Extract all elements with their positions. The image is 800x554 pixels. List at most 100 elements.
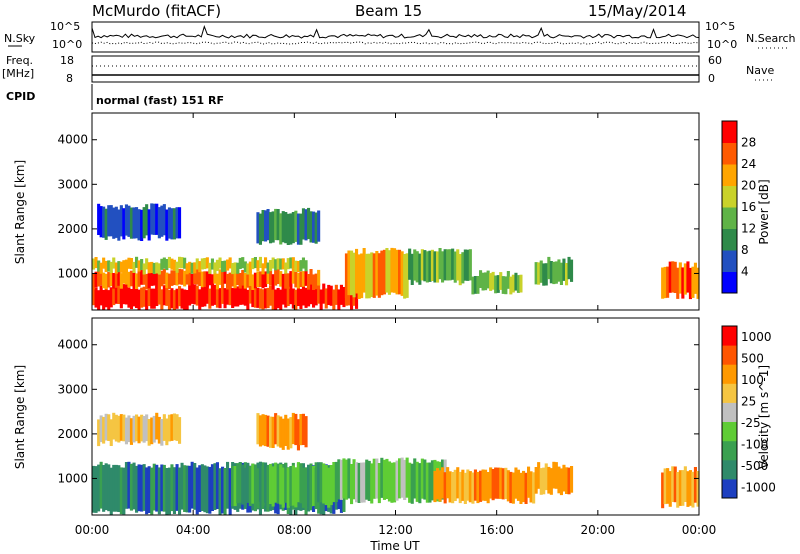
- power-cell: [304, 209, 308, 241]
- cpid-value: normal (fast) 151 RF: [96, 94, 224, 107]
- power-cell: [170, 208, 174, 240]
- colorbar-swatch: [722, 402, 737, 422]
- power-cell: [266, 268, 270, 284]
- velocity-cell: [170, 414, 174, 441]
- velocity-cell: [124, 417, 128, 445]
- colorbar-tick-label: 8: [741, 243, 749, 257]
- velocity-cell: [312, 465, 316, 506]
- velocity-cell: [117, 415, 121, 443]
- velocity-cell: [562, 464, 566, 492]
- power-cell: [385, 248, 389, 293]
- power-cell: [132, 207, 136, 239]
- power-cell: [140, 269, 144, 285]
- velocity-cell: [274, 462, 278, 503]
- velocity-cell: [691, 471, 695, 508]
- x-tick-label: 04:00: [176, 523, 211, 537]
- velocity-cell: [160, 464, 164, 512]
- power-cell: [157, 263, 161, 275]
- power-cell: [203, 286, 207, 307]
- colorbar-tick-label: 4: [741, 265, 749, 279]
- power-cell: [307, 207, 311, 240]
- power-cell: [347, 250, 351, 296]
- velocity-cell: [200, 464, 204, 511]
- power-cell: [337, 289, 341, 310]
- velocity-echo-region: [661, 466, 700, 509]
- velocity-cell: [494, 467, 498, 499]
- power-cell: [210, 285, 214, 306]
- power-cell: [157, 207, 161, 239]
- colorbar-swatch: [722, 478, 737, 499]
- power-echo-region: [471, 270, 523, 295]
- power-cell: [291, 288, 295, 309]
- power-cell: [557, 259, 561, 282]
- velocity-cell: [99, 461, 103, 509]
- velocity-cell: [112, 412, 116, 440]
- power-cell: [266, 209, 270, 241]
- colorbar-tick-label: 20: [741, 179, 756, 193]
- velocity-cell: [486, 472, 490, 504]
- power-cell: [243, 273, 247, 289]
- y-tick-label: 2000: [57, 222, 88, 236]
- velocity-cell: [135, 465, 139, 513]
- colorbar-swatch: [722, 271, 737, 294]
- velocity-cell: [129, 418, 133, 445]
- velocity-cell: [413, 458, 417, 499]
- power-cell: [145, 258, 149, 270]
- velocity-cell: [180, 462, 184, 510]
- velocity-cell: [509, 471, 513, 504]
- colorbar-frame: [721, 325, 738, 499]
- velocity-cell: [547, 466, 551, 494]
- colorbar-swatch: [722, 440, 737, 461]
- power-cell: [238, 284, 242, 305]
- power-cell: [94, 271, 98, 288]
- velocity-cell: [190, 461, 194, 509]
- velocity-cell: [99, 415, 103, 443]
- power-cell: [119, 273, 123, 289]
- power-cell: [693, 262, 697, 294]
- power-cell: [124, 269, 128, 285]
- power-cell: [544, 263, 548, 286]
- power-cell: [155, 203, 159, 235]
- power-cell: [281, 211, 285, 243]
- power-cell: [301, 257, 305, 269]
- nsky-trace: [91, 25, 700, 39]
- power-cell: [279, 289, 283, 310]
- power-cell: [494, 275, 498, 294]
- velocity-echo-region: [433, 466, 536, 504]
- power-cell: [309, 211, 313, 243]
- velocity-cell: [281, 418, 285, 450]
- power-cell: [233, 286, 237, 307]
- power-cell: [294, 260, 298, 272]
- power-cell: [205, 257, 209, 269]
- power-cell: [443, 249, 447, 281]
- xaxis-label: Time UT: [369, 539, 420, 553]
- velocity-cell: [233, 466, 237, 507]
- velocity-cell: [210, 464, 214, 511]
- colorbar-swatch: [722, 207, 737, 229]
- power-cell: [516, 275, 520, 293]
- velocity-cell: [458, 471, 462, 504]
- nsearch-trace: [91, 41, 700, 45]
- power-cell: [486, 270, 490, 289]
- power-cell: [264, 257, 268, 269]
- power-cell: [119, 261, 123, 273]
- velocity-cell: [481, 469, 485, 501]
- velocity-cell: [317, 462, 321, 503]
- velocity-cell: [339, 459, 343, 500]
- power-cell: [228, 285, 232, 306]
- power-cell: [198, 261, 202, 273]
- velocity-cell: [147, 466, 151, 513]
- velocity-cell: [104, 413, 108, 441]
- velocity-cell: [195, 467, 199, 515]
- velocity-cell: [342, 458, 346, 499]
- power-cell: [195, 269, 199, 285]
- power-cell: [215, 273, 219, 290]
- power-cell: [248, 283, 252, 304]
- colorbar-tick-label: 25: [741, 394, 756, 408]
- power-cell: [231, 270, 235, 287]
- velocity-cell: [489, 467, 493, 499]
- velocity-cell: [165, 418, 169, 446]
- power-cell: [671, 261, 675, 293]
- colorbar-swatch: [722, 250, 737, 272]
- power-cell: [246, 289, 250, 310]
